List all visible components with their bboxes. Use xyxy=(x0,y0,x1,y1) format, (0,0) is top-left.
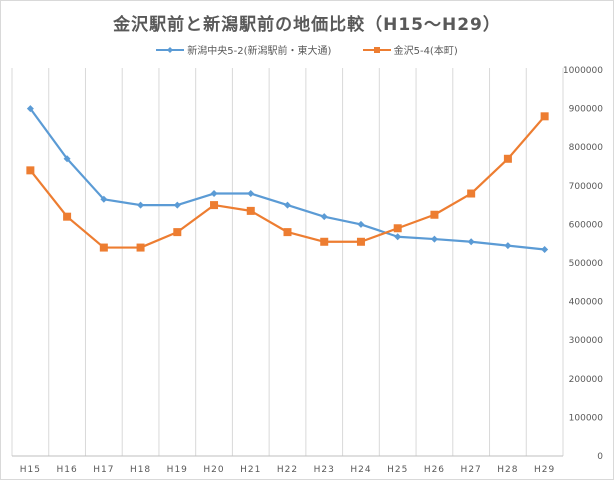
y-tick-label: 600000 xyxy=(569,220,604,230)
x-tick-label: H28 xyxy=(497,465,518,475)
y-tick-label: 800000 xyxy=(569,143,604,153)
x-tick-label: H15 xyxy=(20,465,41,475)
y-tick-label: 1000000 xyxy=(563,66,603,76)
series-line-1 xyxy=(29,115,546,249)
square-marker-icon xyxy=(362,46,391,53)
x-tick-label: H16 xyxy=(56,465,77,475)
data-point xyxy=(63,155,71,163)
y-tick-label: 100000 xyxy=(569,413,604,423)
data-point xyxy=(26,105,34,113)
data-point xyxy=(100,195,108,203)
data-point xyxy=(283,228,292,237)
data-point xyxy=(430,235,438,243)
data-point xyxy=(63,212,72,221)
data-point xyxy=(173,228,182,237)
data-point xyxy=(26,166,35,175)
x-tick-label: H26 xyxy=(424,465,445,475)
x-tick-label: H23 xyxy=(314,465,335,475)
diamond-marker-icon xyxy=(156,46,185,53)
x-tick-label: H21 xyxy=(240,465,261,475)
data-point xyxy=(320,213,328,221)
data-point xyxy=(284,201,291,209)
x-tick-label: H18 xyxy=(130,465,151,475)
x-tick-label: H22 xyxy=(277,465,298,475)
data-point xyxy=(467,189,476,198)
legend: 新潟中央5-2(新潟駅前・東大通) 金沢5-4(本町) xyxy=(0,42,614,57)
data-point xyxy=(540,112,549,121)
x-tick-label: H29 xyxy=(534,465,555,475)
data-point xyxy=(503,154,512,163)
x-tick-label: H17 xyxy=(93,465,114,475)
data-point xyxy=(357,220,365,228)
legend-label: 新潟中央5-2(新潟駅前・東大通) xyxy=(187,46,332,57)
data-point xyxy=(99,243,108,252)
chart-title: 金沢駅前と新潟駅前の地価比較（H15～H29） xyxy=(113,15,501,35)
legend-label: 金沢5-4(本町) xyxy=(393,46,458,57)
data-point xyxy=(320,237,329,246)
data-point xyxy=(137,201,145,209)
data-point xyxy=(210,190,218,198)
data-point xyxy=(467,238,475,246)
y-tick-label: 400000 xyxy=(569,298,604,308)
data-point xyxy=(394,233,402,241)
y-tick-label: 300000 xyxy=(569,336,604,346)
x-tick-label: H25 xyxy=(387,465,408,475)
x-tick-label: H20 xyxy=(203,465,224,475)
data-point xyxy=(430,210,439,219)
x-tick-label: H27 xyxy=(461,465,482,475)
data-point xyxy=(504,242,512,250)
x-tick-label: H24 xyxy=(350,465,371,475)
y-tick-label: 200000 xyxy=(569,375,604,385)
y-tick-label: 700000 xyxy=(569,182,604,192)
y-tick-label: 500000 xyxy=(569,259,604,269)
data-point xyxy=(541,245,549,253)
data-point xyxy=(247,190,255,198)
data-point xyxy=(393,224,402,233)
y-tick-label: 0 xyxy=(597,452,603,462)
legend-item-kanazawa: 金沢5-4(本町) xyxy=(362,42,458,57)
data-point xyxy=(210,201,219,210)
y-tick-label: 900000 xyxy=(569,105,604,115)
data-point xyxy=(136,243,145,252)
legend-item-niigata: 新潟中央5-2(新潟駅前・東大通) xyxy=(156,42,331,57)
data-point xyxy=(356,237,365,246)
data-point xyxy=(173,201,181,209)
x-tick-label: H19 xyxy=(167,465,188,475)
data-point xyxy=(246,206,255,215)
